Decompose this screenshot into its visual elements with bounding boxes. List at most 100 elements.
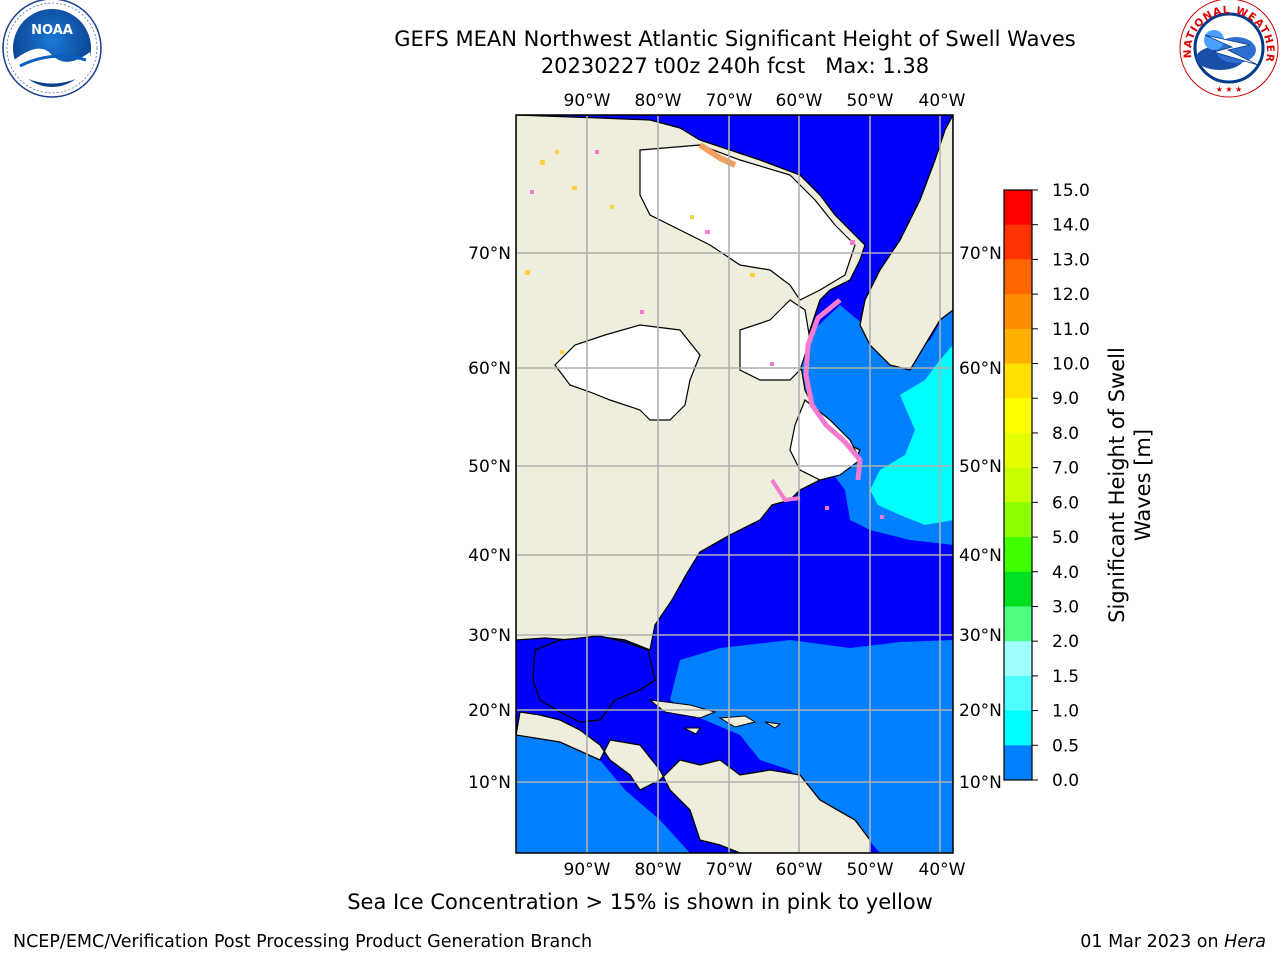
colorbar-title: Significant Height of Swell Waves [m]	[1104, 325, 1156, 645]
lat-label-left: 70°N	[468, 244, 511, 264]
colorbar-tick-label: 12.0	[1052, 285, 1090, 305]
lat-label-right: 10°N	[959, 773, 1002, 793]
colorbar-segment	[1004, 641, 1032, 677]
colorbar-segment	[1004, 502, 1032, 538]
swell-band-10-15	[870, 345, 953, 525]
colorbar-tick-label: 0.5	[1052, 736, 1079, 756]
lon-label-top: 70°W	[706, 91, 753, 111]
colorbar-tick-label: 6.0	[1052, 493, 1079, 513]
colorbar-tick-label: 13.0	[1052, 250, 1090, 270]
lon-label-top: 60°W	[776, 91, 823, 111]
colorbar-title-line: Waves [m]	[1131, 428, 1155, 542]
swell-band-05-10-pacific	[516, 735, 690, 853]
svg-text:★ ★ ★: ★ ★ ★	[1216, 85, 1243, 94]
colorbar-segment	[1004, 745, 1032, 781]
colorbar-tick-label: 0.0	[1052, 771, 1079, 791]
colorbar-segment	[1004, 606, 1032, 642]
colorbar-segment	[1004, 710, 1032, 746]
lat-label-right: 20°N	[959, 701, 1002, 721]
sea-ice-footnote: Sea Ice Concentration > 15% is shown in …	[347, 890, 933, 914]
date-credit: 01 Mar 2023 on Hera	[1080, 932, 1266, 952]
lon-label-top: 50°W	[847, 91, 894, 111]
lat-label-left: 30°N	[468, 626, 511, 646]
lat-label-left: 40°N	[468, 546, 511, 566]
ice-edge-labrador	[803, 298, 863, 481]
lon-label-bottom: 60°W	[776, 860, 823, 880]
lat-label-right: 40°N	[959, 546, 1002, 566]
noaa-logo: NOAA	[2, 0, 102, 98]
colorbar-tick-label: 10.0	[1052, 355, 1090, 375]
lat-labels-right: 70°N 60°N 50°N 40°N 30°N 20°N 10°N	[959, 244, 1002, 793]
lat-label-left: 10°N	[468, 773, 511, 793]
lon-label-bottom: 40°W	[919, 860, 966, 880]
colorbar-tick-label: 4.0	[1052, 563, 1079, 583]
colorbar-segment	[1004, 294, 1032, 330]
nws-logo-text: NATIONAL WEATHER SERVICE	[0, 0, 1276, 64]
lon-label-top: 80°W	[635, 91, 682, 111]
map-frame	[515, 114, 954, 854]
lat-label-left: 20°N	[468, 701, 511, 721]
colorbar-segment	[1004, 675, 1032, 712]
credit-date: 01 Mar 2023 on	[1080, 932, 1219, 952]
colorbar-frame	[1003, 189, 1033, 781]
lat-label-right: 30°N	[959, 626, 1002, 646]
colorbar-segment	[1004, 363, 1032, 399]
colorbar-tick-label: 5.0	[1052, 528, 1079, 548]
lon-labels-bottom: 90°W 80°W 70°W 60°W 50°W 40°W	[564, 860, 966, 880]
colorbar-tick-label: 14.0	[1052, 216, 1090, 236]
hudson-bay-ice	[554, 324, 701, 421]
colorbar-segment	[1004, 537, 1032, 573]
colorbar-tick-label: 8.0	[1052, 424, 1079, 444]
producer-credit: NCEP/EMC/Verification Post Processing Pr…	[13, 932, 593, 952]
sea-ice-regions	[554, 144, 861, 481]
colorbar-segment	[1004, 224, 1032, 260]
lon-label-top: 40°W	[919, 91, 966, 111]
lat-labels-left: 70°N 60°N 50°N 40°N 30°N 20°N 10°N	[468, 244, 511, 793]
lat-label-right: 50°N	[959, 457, 1002, 477]
ice-edge-gulf	[770, 478, 801, 503]
credit-host: Hera	[1224, 932, 1266, 952]
lon-label-bottom: 50°W	[847, 860, 894, 880]
colorbar-segment	[1004, 398, 1032, 434]
swell-band-05-10-tropics	[670, 640, 953, 853]
map-title: GEFS MEAN Northwest Atlantic Significant…	[394, 27, 1076, 51]
colorbar-segment	[1004, 259, 1032, 295]
colorbar-segment	[1004, 328, 1032, 365]
colorbar-tick-label: 15.0	[1052, 181, 1090, 201]
colorbar-tick-label: 2.0	[1052, 632, 1079, 652]
arctic-ice	[639, 144, 856, 301]
ice-pink-specks	[530, 150, 884, 519]
colorbar-tick-label: 1.0	[1052, 702, 1079, 722]
map-panel	[516, 115, 953, 853]
lon-label-bottom: 80°W	[635, 860, 682, 880]
gulf-of-mexico	[532, 635, 656, 723]
colorbar-tick-label: 1.5	[1052, 667, 1079, 687]
colorbar-segment	[1004, 467, 1032, 503]
lon-label-bottom: 90°W	[564, 860, 611, 880]
colorbar-title-line: Significant Height of Swell	[1105, 347, 1129, 623]
map-subtitle: 20230227 t00z 240h fcst Max: 1.38	[540, 54, 930, 78]
colorbar-tick-label: 9.0	[1052, 389, 1079, 409]
lon-label-bottom: 70°W	[706, 860, 753, 880]
ice-edge-arctic-orange	[698, 142, 737, 168]
land-greenland	[859, 115, 953, 371]
colorbar-tick-label: 3.0	[1052, 597, 1079, 617]
lat-label-left: 60°N	[468, 359, 511, 379]
colorbar-segment	[1004, 571, 1032, 607]
colorbar-segment	[1004, 190, 1032, 226]
colorbar-segment	[1004, 432, 1032, 469]
lat-label-right: 60°N	[959, 359, 1002, 379]
lon-labels-top: 90°W 80°W 70°W 60°W 50°W 40°W	[564, 91, 966, 111]
ice-yellow-specks	[525, 150, 755, 354]
colorbar: 15.0 14.0 13.0 12.0 11.0 10.0 9.0 8.0 7.0 6.0 5.0 4…	[1003, 181, 1090, 791]
colorbar-tick-label: 11.0	[1052, 320, 1090, 340]
graticule	[516, 115, 953, 853]
noaa-logo-text: NOAA	[31, 23, 73, 38]
lat-label-right: 70°N	[959, 244, 1002, 264]
lon-label-top: 90°W	[564, 91, 611, 111]
gulf-st-lawrence-ice	[789, 399, 861, 481]
nws-logo: NATIONAL WEATHER SERVICE ★ ★ ★	[0, 0, 1279, 98]
lat-label-left: 50°N	[468, 457, 511, 477]
colorbar-tick-label: 7.0	[1052, 459, 1079, 479]
